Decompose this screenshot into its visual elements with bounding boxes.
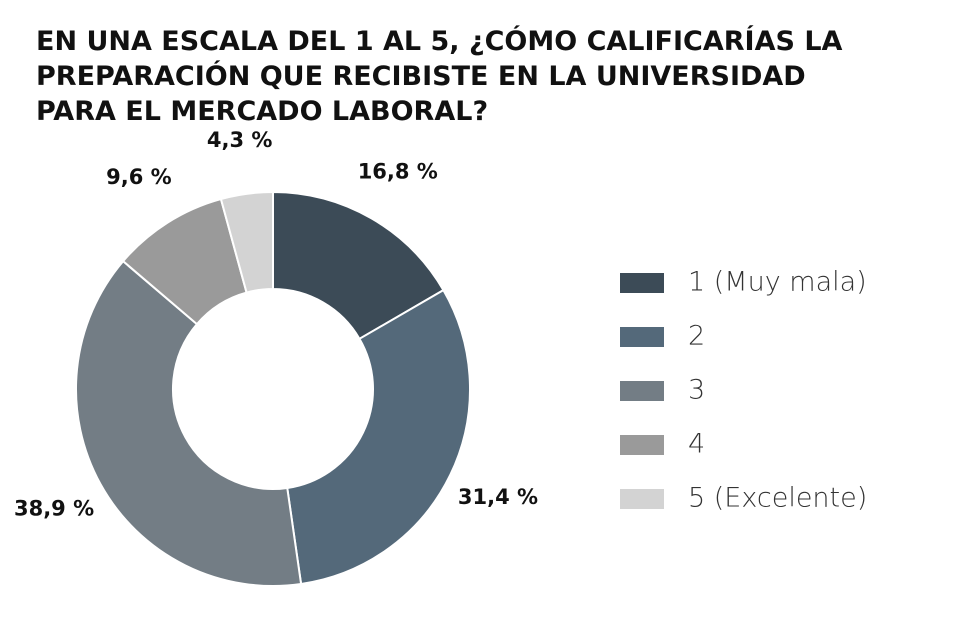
- chart-title: EN UNA ESCALA DEL 1 AL 5, ¿CÓMO CALIFICA…: [36, 26, 843, 127]
- legend-label: 5 (Excelente): [688, 483, 867, 514]
- legend-swatch: [620, 435, 664, 455]
- data-label: 16,8 %: [358, 159, 438, 183]
- legend-swatch: [620, 489, 664, 509]
- legend-label: 4: [688, 429, 705, 460]
- legend-swatch: [620, 381, 664, 401]
- data-label: 4,3 %: [207, 128, 273, 152]
- data-label: 38,9 %: [14, 497, 94, 521]
- data-label: 9,6 %: [106, 165, 172, 189]
- legend-label: 1 (Muy mala): [688, 267, 867, 298]
- legend-swatch: [620, 273, 664, 293]
- slice: [219, 190, 274, 294]
- slice: [272, 190, 445, 341]
- slice: [286, 288, 471, 586]
- slice: [75, 259, 303, 587]
- legend-swatch: [620, 327, 664, 347]
- data-label: 31,4 %: [458, 485, 538, 509]
- legend-label: 3: [688, 375, 705, 406]
- legend-label: 2: [688, 321, 705, 352]
